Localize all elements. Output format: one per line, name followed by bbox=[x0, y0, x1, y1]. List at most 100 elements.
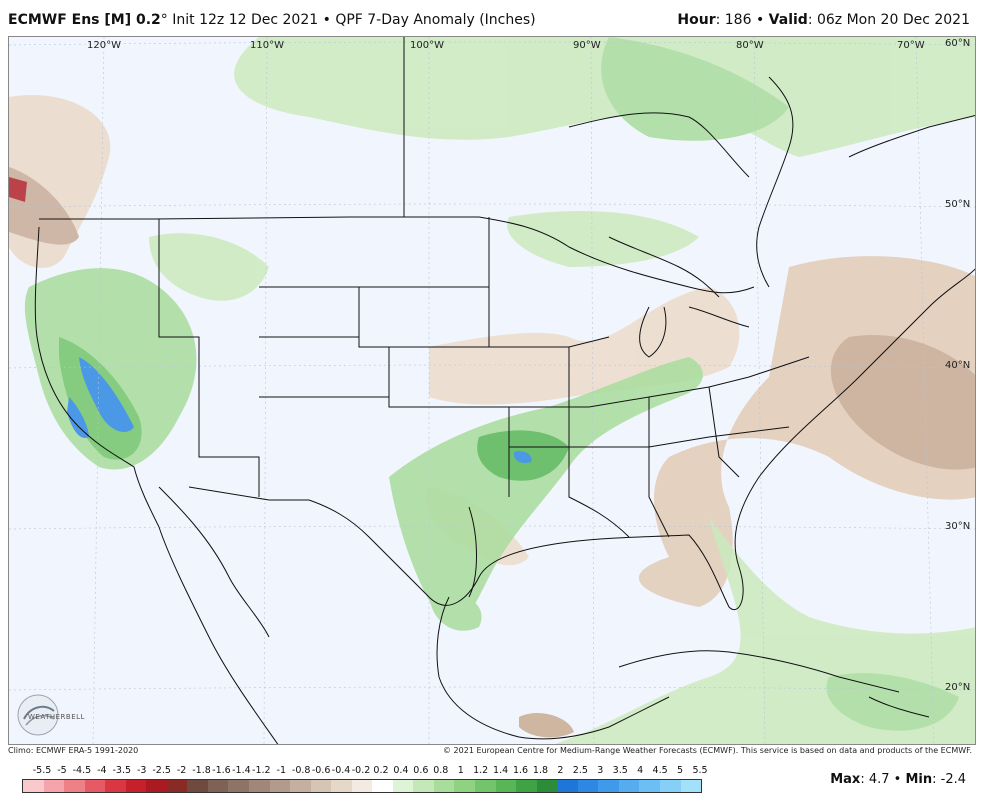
colorbar-tick-label: 2.5 bbox=[572, 765, 588, 776]
colorbar-tick-label: -1.2 bbox=[252, 765, 271, 776]
colorbar-swatch bbox=[659, 780, 681, 792]
colorbar-tick-label: 0.2 bbox=[373, 765, 389, 776]
lat-label: 30°N bbox=[945, 521, 971, 532]
colorbar-tick-label: 0.6 bbox=[413, 765, 429, 776]
model-name: ECMWF Ens [M] 0.2 bbox=[8, 12, 161, 28]
colorbar-swatch bbox=[598, 780, 619, 792]
colorbar-swatch bbox=[166, 780, 188, 792]
colorbar-tick-label: 0.8 bbox=[433, 765, 449, 776]
map-title: ECMWF Ens [M] 0.2° Init 12z 12 Dec 2021 … bbox=[8, 12, 536, 28]
weatherbell-logo-icon bbox=[17, 694, 59, 736]
colorbar-swatch bbox=[454, 780, 476, 792]
colorbar-tick-label: -5 bbox=[57, 765, 67, 776]
logo-text: WEATHERBELL bbox=[28, 713, 85, 721]
colorbar-swatch bbox=[105, 780, 126, 792]
colorbar-tick-label: -1.6 bbox=[212, 765, 231, 776]
lat-label: 20°N bbox=[945, 682, 971, 693]
colorbar-tick-label: -1.8 bbox=[192, 765, 211, 776]
lat-label: 60°N bbox=[945, 38, 971, 49]
graticule bbox=[9, 37, 975, 744]
map-header: ECMWF Ens [M] 0.2° Init 12z 12 Dec 2021 … bbox=[0, 0, 984, 36]
colorbar-tick-label: -2 bbox=[176, 765, 187, 776]
colorbar-tick-label: -3 bbox=[136, 765, 147, 776]
colorbar-tick-label: 3 bbox=[597, 765, 604, 776]
colorbar-tick-label: 3.5 bbox=[612, 765, 628, 776]
colorbar-tick-label: -0.4 bbox=[331, 765, 351, 776]
valid-value: : 06z Mon 20 Dec 2021 bbox=[807, 12, 970, 28]
colorbar-swatch bbox=[351, 780, 373, 792]
colorbar-swatch bbox=[290, 780, 311, 792]
colorbar-tick-label: -1.4 bbox=[232, 765, 251, 776]
colorbar-tick-label: 0.4 bbox=[393, 765, 409, 776]
colorbar-swatch bbox=[228, 780, 250, 792]
product-name: QPF 7-Day Anomaly (Inches) bbox=[335, 12, 536, 28]
valid-time: Hour: 186 • Valid: 06z Mon 20 Dec 2021 bbox=[677, 12, 970, 28]
colorbar-swatch bbox=[269, 780, 291, 792]
colorbar-tick-label: -3.5 bbox=[112, 765, 132, 776]
colorbar-swatch bbox=[84, 780, 106, 792]
max-value: : 4.7 bbox=[860, 772, 890, 787]
lon-label: 70°W bbox=[897, 40, 925, 51]
copyright-note: © 2021 European Centre for Medium-Range … bbox=[443, 746, 972, 755]
colorbar-swatch bbox=[392, 780, 414, 792]
colorbar-tick-label: 1.2 bbox=[473, 765, 489, 776]
colorbar-tick-label: -0.8 bbox=[291, 765, 311, 776]
colorbar-swatch bbox=[249, 780, 270, 792]
lat-label: 40°N bbox=[945, 360, 971, 371]
colorbar-swatch bbox=[475, 780, 496, 792]
min-value: : -2.4 bbox=[932, 772, 966, 787]
colorbar-swatch bbox=[372, 780, 393, 792]
colorbar-tick-label: -0.2 bbox=[351, 765, 371, 776]
map-canvas: 120°W 110°W 100°W 90°W 80°W 70°W 60°N 50… bbox=[8, 36, 976, 745]
colorbar-swatch bbox=[331, 780, 352, 792]
lon-label: 100°W bbox=[410, 40, 444, 51]
colorbar-tick-label: 1.6 bbox=[512, 765, 529, 776]
colorbar-swatch bbox=[557, 780, 578, 792]
hour-value: : 186 bbox=[715, 12, 752, 28]
hour-label: Hour bbox=[677, 12, 716, 28]
colorbar-tick-label: -4.5 bbox=[72, 765, 92, 776]
colorbar-tick-label: -4 bbox=[97, 765, 107, 776]
anomaly-map bbox=[9, 37, 975, 744]
colorbar-tick-label: -5.5 bbox=[32, 765, 52, 776]
colorbar-tick-label: 5.5 bbox=[692, 765, 708, 776]
colorbar-swatch bbox=[207, 780, 229, 792]
colorbar-tick-label: 1.8 bbox=[532, 765, 549, 776]
colorbar-tick-label: 4 bbox=[637, 765, 644, 776]
lon-label: 90°W bbox=[573, 40, 601, 51]
colorbar-ticks: -5.5 -5 -4.5 -4 -3.5 -3 -2.5 -2 -1.8 -1.6 -1.4 -1.2… bbox=[22, 765, 708, 777]
climo-note: Climo: ECMWF ERA-5 1991-2020 bbox=[8, 746, 139, 755]
colorbar-swatch bbox=[23, 780, 44, 792]
colorbar-tick-label: 4.5 bbox=[652, 765, 668, 776]
colorbar-swatch bbox=[495, 780, 517, 792]
colorbar-swatch bbox=[536, 780, 558, 792]
colorbar-tick-label: 5 bbox=[677, 765, 684, 776]
colorbar-swatch bbox=[433, 780, 455, 792]
lon-label: 120°W bbox=[87, 40, 121, 51]
colorbar-tick-label: -1 bbox=[276, 765, 287, 776]
colorbar-swatch bbox=[413, 780, 434, 792]
colorbar bbox=[22, 779, 702, 793]
boundaries bbox=[34, 37, 975, 744]
init-time: Init 12z 12 Dec 2021 bbox=[172, 12, 319, 28]
valid-label: Valid bbox=[768, 12, 808, 28]
wet-anomaly-shading bbox=[24, 37, 975, 744]
colorbar-swatch bbox=[516, 780, 537, 792]
colorbar-swatch bbox=[618, 780, 640, 792]
colorbar-tick-label: 1 bbox=[457, 765, 464, 776]
lat-label: 50°N bbox=[945, 199, 971, 210]
colorbar-swatch bbox=[310, 780, 332, 792]
min-label: Min bbox=[905, 772, 933, 787]
colorbar-swatch bbox=[680, 780, 702, 792]
colorbar-swatch bbox=[187, 780, 208, 792]
colorbar-swatch bbox=[43, 780, 65, 792]
lon-label: 80°W bbox=[736, 40, 764, 51]
max-min-stats: Max: 4.7 • Min: -2.4 bbox=[830, 772, 966, 787]
max-label: Max bbox=[830, 772, 861, 787]
colorbar-tick-label: 2 bbox=[557, 765, 564, 776]
colorbar-swatch bbox=[146, 780, 167, 792]
colorbar-tick-label: -2.5 bbox=[152, 765, 171, 776]
lon-label: 110°W bbox=[250, 40, 284, 51]
colorbar-swatch bbox=[639, 780, 660, 792]
colorbar-tick-label: -0.6 bbox=[311, 765, 331, 776]
